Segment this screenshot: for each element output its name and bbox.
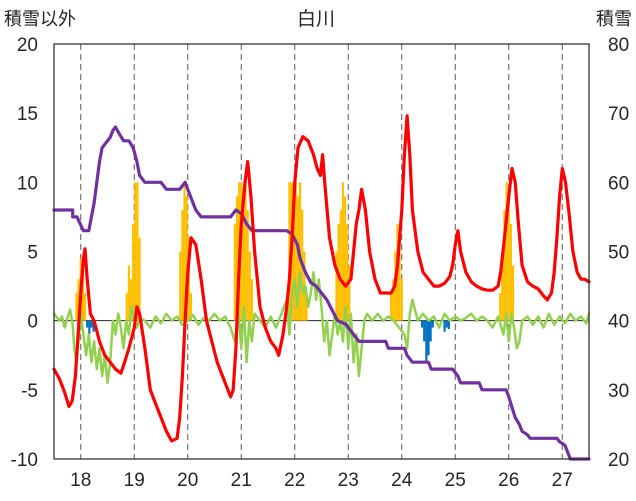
gold-bar-22 (242, 210, 245, 321)
blue-bar-9 (431, 320, 434, 328)
gold-bar-8 (132, 223, 135, 321)
blue-bar-0 (86, 320, 89, 328)
x-tick-label: 21 (231, 470, 252, 491)
gold-bar-18 (233, 223, 236, 321)
gold-bar-1 (77, 279, 80, 321)
blue-bar-2 (90, 320, 93, 328)
gold-bar-41 (346, 223, 349, 321)
left-axis-ticks: -10 -5 0 5 10 15 20 (11, 35, 38, 471)
gold-bar-42 (348, 265, 351, 321)
green-series-line (52, 271, 591, 385)
gold-bar-48 (400, 279, 403, 321)
right-tick-label: 20 (608, 450, 629, 471)
blue-bar-1 (88, 320, 91, 335)
left-tick-label: -10 (11, 450, 38, 471)
gold-bar-39 (341, 182, 344, 321)
blue-bar-4 (420, 320, 424, 328)
x-tick-label: 26 (498, 470, 519, 491)
left-axis-title: 積雪以外 (4, 9, 76, 29)
right-tick-label: 70 (608, 104, 629, 125)
blue-bar-7 (427, 320, 430, 356)
gold-bar-30 (294, 182, 297, 321)
purple-series-line (52, 125, 591, 461)
gold-bar-31 (296, 196, 300, 321)
gold-bar-7 (129, 279, 133, 321)
left-tick-label: 5 (27, 243, 38, 264)
gold-bar-50 (501, 251, 504, 321)
blue-bar-12 (447, 320, 450, 329)
gold-bar-40 (343, 196, 347, 321)
left-tick-label: -5 (21, 381, 38, 402)
blue-bar-8 (429, 320, 432, 342)
gold-bar-12 (179, 251, 182, 321)
plot-frame (53, 43, 590, 460)
right-tick-label: 30 (608, 381, 629, 402)
gold-bar-47 (398, 237, 401, 321)
gold-bar-49 (499, 293, 502, 321)
gold-bar-10 (136, 182, 139, 321)
x-tick-label: 19 (124, 470, 145, 491)
gold-bar-51 (503, 210, 506, 321)
gold-bar-5 (125, 293, 128, 321)
gold-bar-25 (248, 251, 251, 321)
gold-bar-4 (83, 293, 87, 321)
chart-title: 白川 (297, 8, 335, 30)
x-tick-label: 18 (70, 470, 91, 491)
gold-bar-52 (505, 182, 508, 321)
red-series-line (52, 114, 591, 443)
right-tick-label: 50 (608, 243, 629, 264)
gold-bar-14 (183, 182, 186, 321)
gold-bar-55 (511, 265, 515, 321)
right-tick-label: 80 (608, 35, 629, 56)
gold-bar-23 (244, 182, 247, 321)
x-tick-label: 24 (391, 470, 413, 491)
gold-bar-29 (292, 182, 295, 321)
x-tick-label: 20 (177, 470, 198, 491)
gold-bar-9 (134, 182, 137, 321)
left-tick-label: 0 (27, 312, 38, 333)
blue-bar-3 (92, 320, 95, 332)
gold-bar-17 (189, 293, 193, 321)
blue-bar-11 (445, 320, 448, 328)
gold-bar-54 (509, 223, 512, 321)
lines-layer (52, 114, 591, 461)
gold-bar-15 (185, 196, 188, 321)
gold-bar-6 (127, 265, 130, 321)
right-tick-label: 40 (608, 312, 629, 333)
left-tick-label: 10 (17, 173, 38, 194)
right-axis-title: 積雪 (596, 9, 632, 29)
gold-bar-3 (81, 272, 84, 321)
x-axis-ticks: 18 19 20 21 22 23 24 25 26 27 (70, 470, 573, 491)
right-tick-label: 60 (608, 173, 629, 194)
gold-bar-13 (181, 210, 184, 321)
gold-bar-38 (339, 210, 342, 321)
blue-bar-5 (423, 320, 426, 342)
gold-bar-26 (250, 279, 254, 321)
gold-bar-11 (138, 237, 141, 321)
gold-bar-36 (335, 251, 338, 321)
gold-bar-53 (507, 196, 510, 321)
gold-bar-0 (75, 293, 78, 321)
x-tick-label: 25 (445, 470, 466, 491)
gold-bar-43 (389, 293, 393, 321)
x-tick-label: 27 (552, 470, 573, 491)
right-axis-ticks: 20 30 40 50 60 70 80 (608, 35, 629, 471)
gold-bar-24 (246, 210, 249, 321)
gold-bar-44 (392, 279, 395, 321)
x-tick-label: 22 (284, 470, 305, 491)
gold-bar-19 (235, 196, 239, 321)
x-tick-label: 23 (338, 470, 359, 491)
left-tick-label: 20 (17, 35, 38, 56)
gold-bar-35 (305, 293, 308, 321)
blue-bar-6 (425, 320, 428, 363)
gold-bar-27 (288, 182, 291, 321)
blue-bar-10 (443, 320, 446, 332)
left-tick-label: 15 (17, 104, 38, 125)
